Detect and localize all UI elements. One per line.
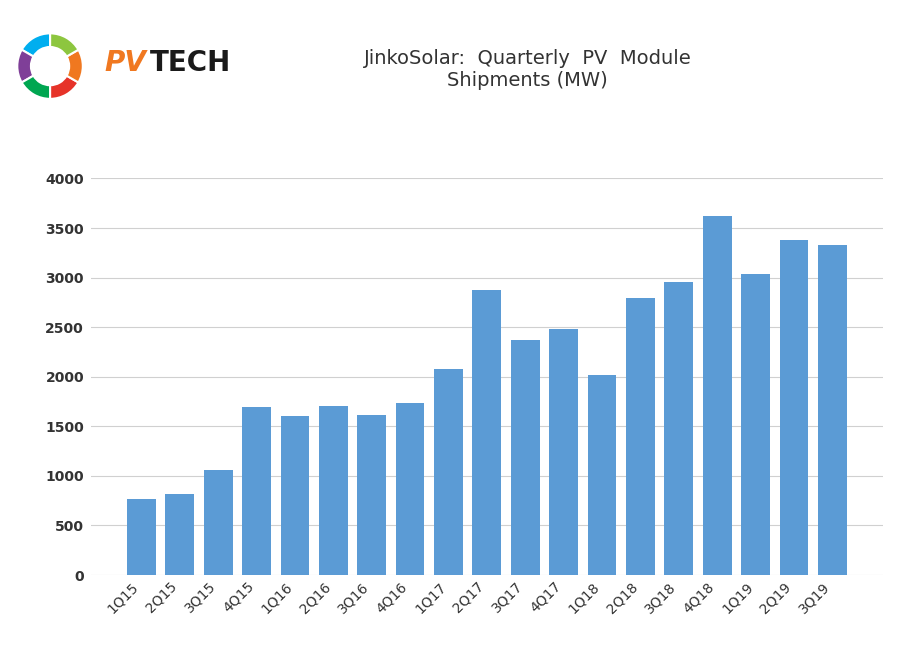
Bar (664, 282, 693, 575)
Bar (358, 416, 386, 575)
Wedge shape (50, 33, 78, 57)
Bar (280, 416, 309, 575)
Bar (434, 369, 463, 575)
Wedge shape (22, 33, 50, 57)
Bar (166, 494, 194, 575)
Bar (818, 245, 846, 575)
Wedge shape (66, 50, 83, 83)
Text: PV: PV (105, 49, 147, 77)
Bar (550, 329, 578, 575)
Bar (127, 498, 156, 575)
Bar (396, 403, 424, 575)
Text: TECH: TECH (150, 49, 231, 77)
Wedge shape (22, 75, 50, 99)
Wedge shape (17, 50, 34, 83)
Bar (472, 290, 501, 575)
Bar (741, 274, 770, 575)
Wedge shape (50, 75, 78, 99)
Text: JinkoSolar:  Quarterly  PV  Module
Shipments (MW): JinkoSolar: Quarterly PV Module Shipment… (364, 49, 692, 90)
Bar (626, 299, 655, 575)
Bar (588, 375, 616, 575)
Bar (204, 470, 233, 575)
Bar (703, 216, 732, 575)
Bar (511, 340, 540, 575)
Bar (242, 407, 271, 575)
Bar (318, 405, 348, 575)
Bar (780, 240, 808, 575)
